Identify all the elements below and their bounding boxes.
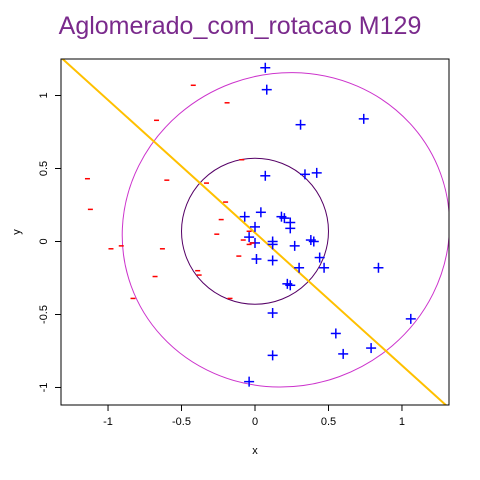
plus-point (244, 376, 255, 387)
plus-point (405, 313, 416, 324)
x-tick-label: 1 (399, 416, 405, 428)
y-tick-label: -0.5 (38, 305, 50, 324)
plus-point (289, 240, 300, 251)
regression-line (61, 59, 448, 405)
outer-ellipse (121, 72, 449, 388)
y-axis-label: y (11, 229, 23, 235)
plus-point (314, 252, 325, 263)
x-tick-label: 0.5 (321, 416, 336, 428)
y-tick-label: 0.5 (38, 161, 50, 176)
plus-point (261, 84, 272, 95)
plus-point (260, 62, 271, 73)
x-tick-label: 0 (252, 416, 258, 428)
plus-point (255, 207, 266, 218)
plus-point (285, 223, 296, 234)
chart-title: Aglomerado_com_rotacao M129 (58, 12, 422, 40)
plus-point (330, 328, 341, 339)
y-tick-label: -1 (38, 383, 50, 393)
plus-point (267, 239, 278, 250)
plus-point (260, 170, 271, 181)
plus-point (239, 211, 250, 222)
plus-point (294, 262, 305, 273)
plus-point (285, 280, 296, 291)
inner-circle (181, 157, 329, 305)
plus-point (251, 254, 262, 265)
x-tick-label: -1 (103, 416, 113, 428)
plus-point (267, 350, 278, 361)
x-tick-label: -0.5 (172, 416, 191, 428)
plus-point (295, 119, 306, 130)
plus-point (250, 221, 260, 232)
plus-point (358, 113, 369, 124)
plus-point (305, 235, 316, 246)
y-tick-label: 1 (38, 92, 50, 98)
plus-point (279, 213, 290, 224)
y-tick-label: 0 (38, 238, 50, 244)
plus-point (373, 262, 384, 273)
plus-point (338, 348, 349, 359)
plus-point (366, 343, 377, 354)
plus-point (244, 232, 255, 243)
plus-point (311, 167, 322, 178)
plus-point (267, 255, 278, 266)
plus-point (319, 262, 330, 273)
plus-point (299, 169, 310, 180)
plus-point (267, 308, 278, 319)
x-axis-label: x (252, 445, 258, 457)
